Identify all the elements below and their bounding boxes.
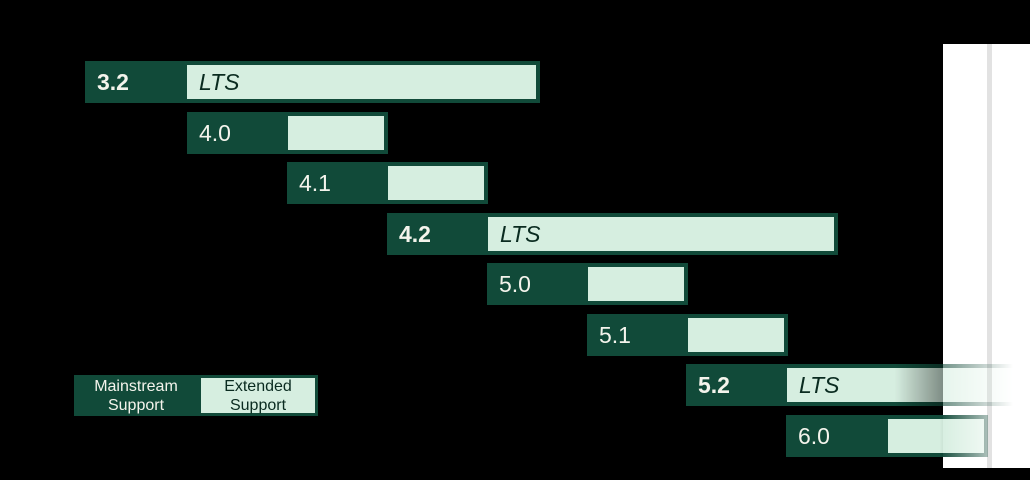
version-label: 5.0 bbox=[499, 271, 531, 297]
version-bar-5.0: 5.0 bbox=[487, 263, 688, 305]
extended-support-segment: LTS bbox=[187, 65, 536, 99]
version-bar-3.2: 3.2 LTS bbox=[85, 61, 540, 103]
version-bar-4.2: 4.2 LTS bbox=[387, 213, 838, 255]
today-line bbox=[987, 44, 992, 468]
lts-label: LTS bbox=[199, 69, 240, 95]
version-bar-4.0: 4.0 bbox=[187, 112, 388, 154]
version-label: 5.2 bbox=[698, 372, 730, 398]
extended-support-segment bbox=[588, 267, 684, 301]
lts-label: LTS bbox=[799, 372, 840, 398]
legend-mainstream-support: Mainstream Support bbox=[74, 375, 198, 416]
legend: Mainstream Support Extended Support bbox=[74, 375, 318, 416]
extended-support-segment: LTS bbox=[787, 368, 1023, 402]
version-bar-5.1: 5.1 bbox=[587, 314, 788, 356]
extended-support-segment bbox=[288, 116, 384, 150]
extended-support-segment bbox=[888, 419, 984, 453]
version-label: 4.1 bbox=[299, 170, 331, 196]
version-label: 5.1 bbox=[599, 322, 631, 348]
extended-support-segment: LTS bbox=[488, 217, 834, 251]
version-label: 4.2 bbox=[399, 221, 431, 247]
version-label: 3.2 bbox=[97, 69, 129, 95]
legend-extended-support: Extended Support bbox=[198, 375, 318, 416]
version-bar-6.0: 6.0 bbox=[786, 415, 988, 457]
extended-support-segment bbox=[688, 318, 784, 352]
version-bar-5.2: 5.2 LTS bbox=[686, 364, 1023, 406]
version-label: 4.0 bbox=[199, 120, 231, 146]
extended-support-segment bbox=[388, 166, 484, 200]
version-label: 6.0 bbox=[798, 423, 830, 449]
lts-label: LTS bbox=[500, 221, 541, 247]
version-bar-4.1: 4.1 bbox=[287, 162, 488, 204]
